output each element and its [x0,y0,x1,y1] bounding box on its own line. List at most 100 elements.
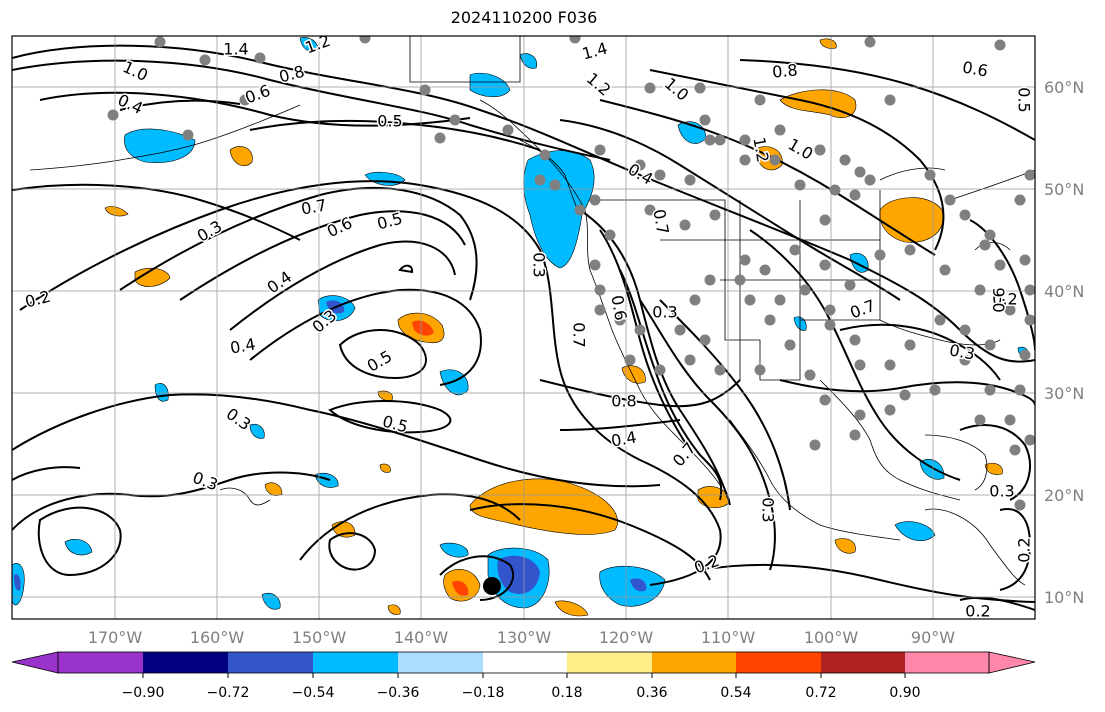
station-dot [944,194,956,206]
station-dot [644,204,656,216]
station-dot [107,109,119,121]
colorbar-segment [736,652,821,673]
station-dot [674,324,686,336]
station-dot [809,439,821,451]
colorbar-tick-label: 0.36 [636,685,667,701]
lon-label: 100°W [804,628,859,647]
station-dot [199,54,211,66]
contour-label: 0.7 [649,208,672,236]
contour-label: 0.7 [570,322,589,347]
station-dot [704,134,716,146]
colorbar-tick-label: −0.18 [462,685,505,701]
station-dot [799,284,811,296]
colorbar-segment [821,652,905,673]
station-dot [419,84,431,96]
station-dot [1024,284,1035,296]
station-dot [694,82,706,94]
station-dot [829,184,841,196]
station-dot [154,36,166,48]
station-dot [1019,349,1031,361]
station-dot [994,259,1006,271]
station-dot [654,169,666,181]
station-dot [1024,169,1035,181]
colorbar-segment [313,652,398,673]
lat-label: 50°N [1044,180,1084,199]
station-dot [239,94,251,106]
station-dot [1024,434,1035,446]
contour-lines [12,44,1035,611]
station-dot [684,174,696,186]
station-dot [839,154,851,166]
station-dot [1009,444,1021,456]
colorbar-tick-label: −0.72 [207,685,250,701]
colorbar-segment [398,652,483,673]
station-dot [939,264,951,276]
station-dot [739,254,751,266]
lon-label: 150°W [292,628,347,647]
station-dot [819,214,831,226]
station-dot [864,36,876,48]
station-dot [594,284,606,296]
station-dot [709,209,721,221]
station-dot [959,354,971,366]
station-dot [654,364,666,376]
colorbar-segment [228,652,313,673]
station-dot [634,159,646,171]
colorbar-tick-label: −0.90 [122,685,165,701]
station-dot [979,239,991,251]
station-dot [789,244,801,256]
station-dot [784,339,796,351]
station-dot [1024,314,1035,326]
station-dot [1004,304,1016,316]
contour-label: 0.3 [652,303,677,322]
colorbar-tick-label: −0.36 [377,685,420,701]
lat-label: 40°N [1044,282,1084,301]
station-dot [754,94,766,106]
longitude-tick-labels: 170°W 160°W 150°W 140°W 130°W 120°W 110°… [88,628,955,647]
station-dot [679,219,691,231]
station-dot [824,304,836,316]
station-dot [699,334,711,346]
station-dot [589,259,601,271]
station-dot [849,334,861,346]
station-dot [854,409,866,421]
station-dot [974,414,986,426]
station-dot [549,179,561,191]
station-dot [759,264,771,276]
station-dot [589,194,601,206]
colorbar-segment [905,652,989,673]
station-dot [1004,414,1016,426]
station-dot [814,144,826,156]
station-dot [254,52,266,64]
station-dot [934,314,946,326]
station-dot [819,394,831,406]
station-dot [754,364,766,376]
station-dot [594,144,606,156]
station-dot [874,249,886,261]
lon-label: 160°W [190,628,245,647]
colorbar-tick-label: −0.54 [292,685,335,701]
station-dot [699,114,711,126]
contour-label: 0.5 [377,112,402,131]
station-dot [884,94,896,106]
station-dot [794,179,806,191]
station-dot [864,174,876,186]
station-dot [994,39,1006,51]
latitude-tick-labels: 60°N 50°N 40°N 30°N 20°N 10°N [1044,78,1084,607]
contour-label: 0.3 [530,252,549,277]
station-dot [534,174,546,186]
station-dot [774,294,786,306]
station-dot [764,314,776,326]
station-dot [359,36,371,44]
station-dot [684,354,696,366]
lat-label: 30°N [1044,384,1084,403]
lon-label: 130°W [497,628,552,647]
contour-label: 1.4 [223,40,248,59]
station-dot [502,124,514,136]
contour-label: 0.7 [300,195,328,218]
colorbar-tick-label: 0.54 [720,685,751,701]
colorbar-segment [143,652,228,673]
lon-label: 170°W [88,628,143,647]
coastlines [29,36,1035,586]
contour-label: 0.8 [611,392,636,411]
